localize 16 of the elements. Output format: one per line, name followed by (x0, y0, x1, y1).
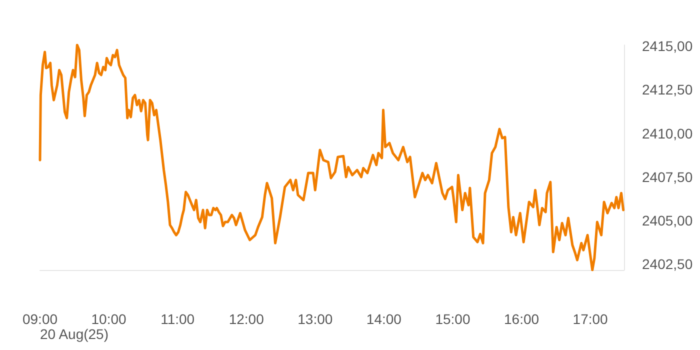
y-tick-label: 2412,50 (642, 82, 693, 98)
x-tick-label: 17:00 (572, 311, 608, 327)
x-tick-label: 15:00 (435, 311, 470, 327)
x-axis-title: 20 Aug(25) (40, 326, 108, 342)
y-tick-label: 2402,50 (642, 256, 693, 272)
x-tick-label: 09:00 (22, 311, 58, 327)
x-tick-label: 13:00 (298, 311, 333, 327)
y-tick-label: 2415,00 (642, 38, 693, 54)
x-tick-label: 16:00 (504, 311, 540, 327)
x-tick-label: 14:00 (366, 311, 402, 327)
x-tick-label: 12:00 (228, 311, 264, 327)
x-tick-label: 11:00 (160, 311, 195, 327)
y-tick-label: 2407,50 (642, 168, 693, 185)
y-tick-label: 2410,00 (642, 125, 693, 142)
x-tick-label: 10:00 (91, 311, 127, 327)
y-tick-label: 2405,00 (642, 212, 693, 228)
